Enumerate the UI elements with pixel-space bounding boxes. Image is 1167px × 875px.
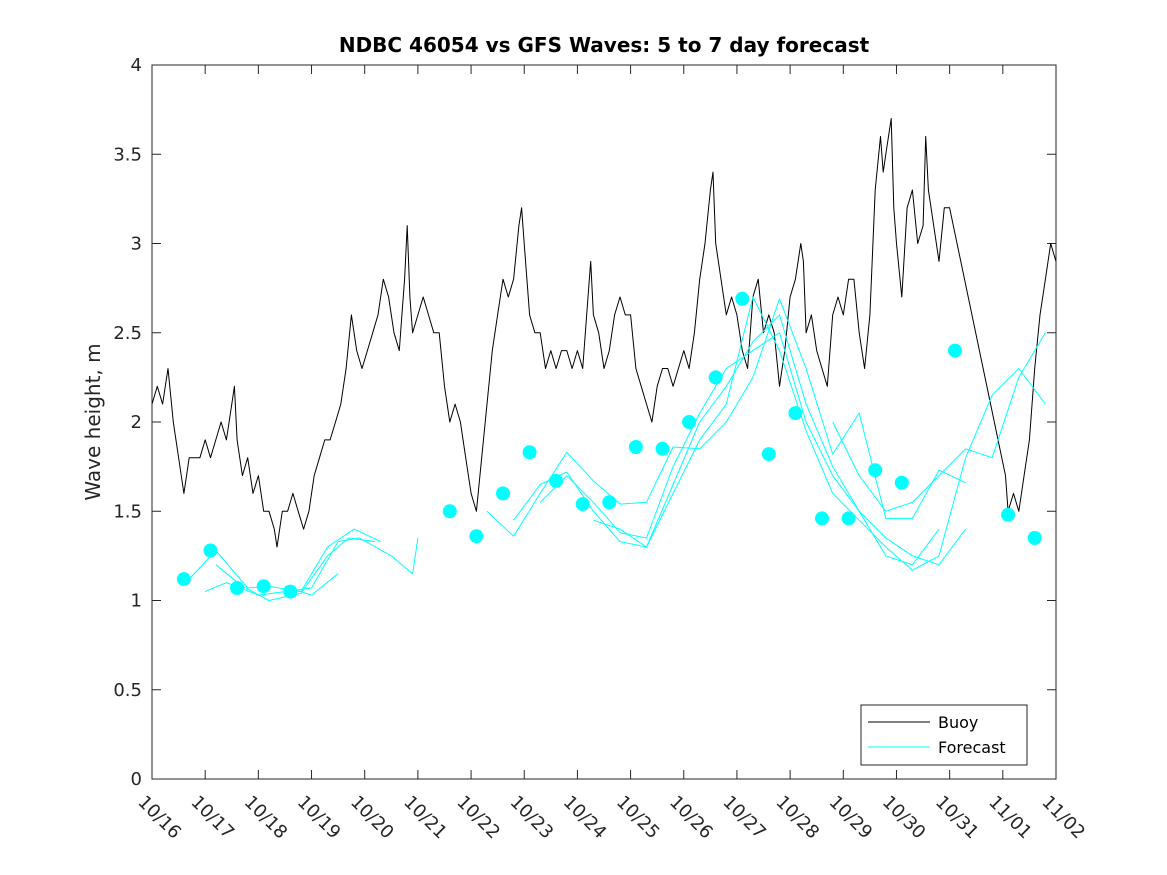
y-tick-label: 0 — [131, 769, 142, 790]
forecast-marker — [1001, 507, 1016, 522]
y-axis-label: Wave height, m — [81, 343, 105, 500]
y-tick-label: 3 — [131, 234, 142, 255]
forecast-marker — [841, 511, 856, 526]
forecast-series-line — [486, 298, 966, 537]
forecast-marker — [655, 441, 670, 456]
forecast-marker — [682, 415, 697, 429]
forecast-marker — [761, 447, 776, 462]
legend-buoy-label: Buoy — [938, 713, 978, 732]
legend: Buoy Forecast — [860, 704, 1028, 766]
forecast-marker — [602, 495, 617, 510]
forecast-marker — [176, 572, 191, 587]
y-tick-label: 1.5 — [113, 501, 142, 522]
forecast-marker — [708, 370, 723, 385]
forecast-marker — [894, 475, 909, 490]
forecast-series-line — [539, 332, 967, 566]
forecast-marker — [948, 343, 962, 358]
forecast-marker — [1027, 531, 1042, 545]
buoy-series-line — [151, 118, 1057, 548]
chart-title: NDBC 46054 vs GFS Waves: 5 to 7 day fore… — [339, 33, 870, 57]
plot-frame — [151, 64, 1057, 780]
y-tick-label: 1 — [131, 591, 142, 612]
plot-area — [151, 64, 1057, 780]
forecast-marker — [442, 504, 457, 519]
forecast-marker — [256, 579, 271, 594]
forecast-marker — [496, 486, 510, 501]
forecast-marker — [522, 445, 537, 460]
forecast-marker — [735, 291, 750, 306]
forecast-series-line — [593, 296, 1046, 571]
y-tick-label: 2 — [131, 412, 142, 433]
forecast-marker — [469, 529, 484, 544]
forecast-marker — [230, 581, 245, 595]
forecast-marker — [575, 497, 590, 512]
forecast-marker — [283, 584, 298, 599]
legend-forecast-label: Forecast — [938, 738, 1006, 757]
forecast-marker — [815, 511, 829, 526]
y-tick-label: 0.5 — [113, 680, 142, 701]
y-tick-label: 2.5 — [113, 323, 142, 344]
y-tick-label: 4 — [131, 55, 142, 76]
forecast-marker — [788, 406, 803, 421]
y-tick-label: 3.5 — [113, 144, 142, 165]
forecast-marker — [549, 473, 564, 488]
legend-box — [860, 704, 1028, 766]
forecast-marker — [868, 463, 883, 478]
forecast-marker — [628, 440, 643, 454]
forecast-series-line — [832, 332, 1046, 512]
forecast-marker — [203, 543, 218, 558]
